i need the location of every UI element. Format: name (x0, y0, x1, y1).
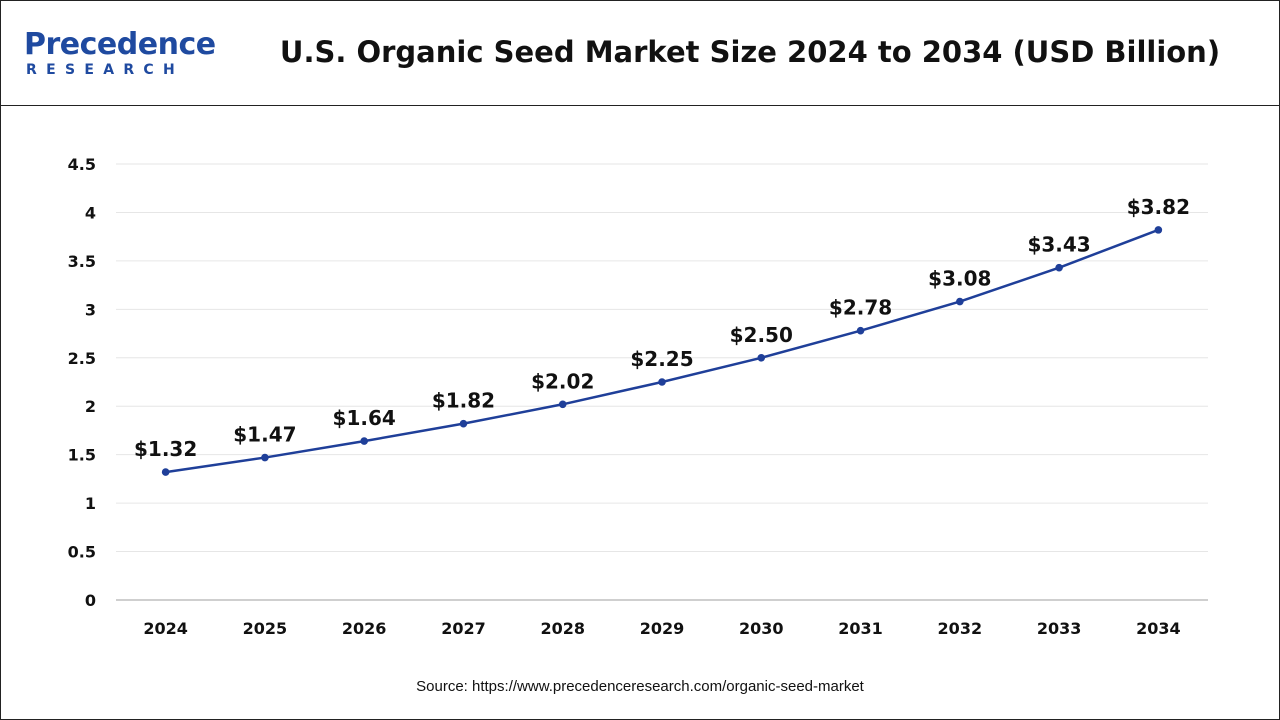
y-tick-label: 4.5 (68, 155, 96, 174)
data-label: $2.50 (730, 323, 793, 347)
data-point (757, 353, 766, 362)
y-tick-label: 3.5 (68, 252, 96, 271)
x-axis-ticks: 2024 2025 2026 2027 2028 2029 2030 2031 2032 2033… (143, 619, 1180, 638)
y-axis-ticks: 0 0.5 1 1.5 2 2.5 3 3.5 4 4.5 (68, 155, 96, 610)
data-label: $1.32 (134, 437, 197, 461)
x-tick-label: 2032 (938, 619, 983, 638)
y-tick-label: 4 (85, 203, 96, 222)
y-tick-label: 2 (85, 397, 96, 416)
y-tick-label: 0.5 (68, 543, 96, 562)
x-tick-label: 2024 (143, 619, 188, 638)
data-point (558, 400, 567, 409)
x-tick-label: 2028 (540, 619, 585, 638)
y-tick-label: 1 (85, 494, 96, 513)
y-tick-label: 1.5 (68, 446, 96, 465)
data-label: $1.64 (333, 406, 396, 430)
y-tick-label: 0 (85, 591, 96, 610)
data-point (161, 468, 170, 476)
data-point (360, 437, 368, 445)
data-point (956, 297, 964, 306)
page-title: U.S. Organic Seed Market Size 2024 to 20… (279, 35, 1221, 69)
data-point (1154, 226, 1163, 234)
data-point (459, 419, 468, 428)
source-note: Source: https://www.precedenceresearch.c… (416, 678, 864, 695)
data-point (261, 453, 269, 462)
x-tick-label: 2025 (243, 619, 288, 638)
x-tick-label: 2026 (342, 619, 387, 638)
data-point (856, 326, 865, 335)
logo-wordmark: Precedence (24, 27, 216, 62)
data-label: $2.02 (531, 369, 594, 393)
x-tick-label: 2031 (838, 619, 883, 638)
data-label: $3.08 (928, 267, 991, 291)
y-tick-label: 2.5 (68, 349, 96, 368)
y-tick-label: 3 (85, 300, 96, 319)
data-label: $1.47 (233, 423, 296, 447)
x-tick-label: 2027 (441, 619, 486, 638)
data-label: $1.82 (432, 389, 495, 413)
x-tick-label: 2030 (739, 619, 784, 638)
data-label: $2.25 (630, 347, 693, 371)
header: Precedence RESEARCH U.S. Organic Seed Ma… (0, 0, 1280, 106)
x-tick-label: 2033 (1037, 619, 1082, 638)
data-point (658, 378, 666, 386)
data-label: $2.78 (829, 296, 892, 320)
data-label: $3.82 (1127, 195, 1190, 219)
logo-subtitle: RESEARCH (26, 62, 184, 78)
x-tick-label: 2034 (1136, 619, 1181, 638)
brand-logo: Precedence RESEARCH (24, 28, 224, 84)
data-labels: $1.32 $1.47 $1.64 $1.82 $2.02 $2.25 $2.50 $2.78… (134, 195, 1190, 461)
data-point (1055, 263, 1063, 272)
series (161, 226, 1163, 476)
x-tick-label: 2029 (640, 619, 685, 638)
data-label: $3.43 (1027, 233, 1090, 257)
gridlines (116, 163, 1208, 553)
